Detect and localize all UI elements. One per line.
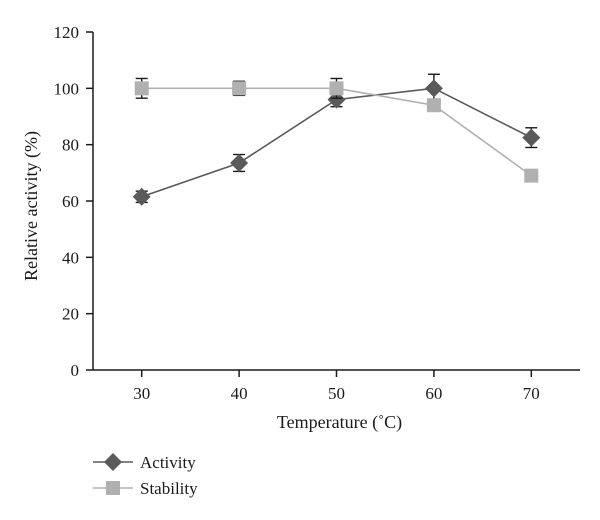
data-point-diamond [230,153,249,172]
series-activity [132,73,541,206]
data-point-square [329,81,344,96]
data-point-square [134,81,149,96]
x-tick-label: 60 [425,384,442,403]
legend-item-activity: Activity [93,453,196,472]
x-tick-label: 40 [231,384,248,403]
chart-legend: Activity Stability [93,453,198,498]
x-tick-label: 50 [328,384,345,403]
data-point-diamond [522,128,541,147]
x-axis-title: Temperature (˚C) [277,412,402,433]
x-tick-label: 30 [133,384,150,403]
data-point-square [426,98,441,113]
data-point-diamond [424,79,443,98]
legend-label: Activity [140,453,196,472]
y-tick-label: 80 [62,136,79,155]
y-tick-label: 0 [71,361,80,380]
y-tick-label: 20 [62,305,79,324]
data-point-diamond [132,187,151,206]
legend-item-stability: Stability [93,479,198,498]
data-point-square [232,81,247,96]
plot-area: 0 20 40 60 80 100 120 30 40 50 60 70 Temperature (˚C… [21,23,580,433]
y-tick-label: 40 [62,248,79,267]
y-tick-label: 100 [54,79,80,98]
legend-label: Stability [140,479,198,498]
y-axis-title: Relative activity (%) [21,131,42,281]
x-tick-label: 70 [523,384,540,403]
legend-marker [104,453,122,471]
series-stability [134,77,539,183]
y-tick-label: 120 [54,23,80,42]
y-tick-label: 60 [62,192,79,211]
legend-marker [106,481,120,495]
data-point-square [524,168,539,183]
